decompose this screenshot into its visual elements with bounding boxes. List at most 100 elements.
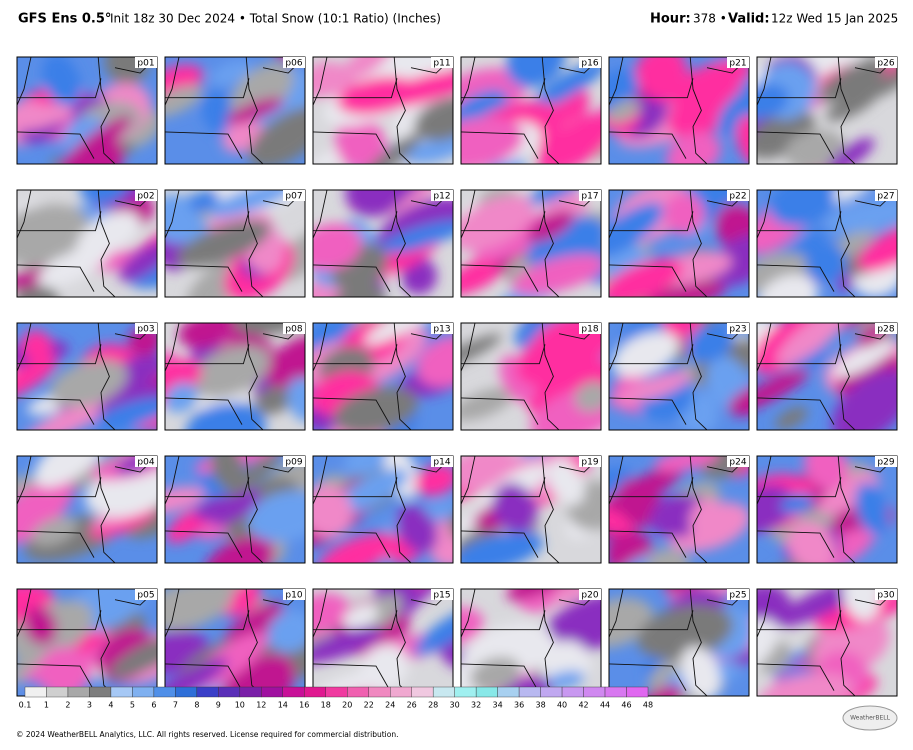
snow-blob (826, 89, 879, 122)
snow-blob (609, 67, 643, 116)
snow-blob (663, 193, 705, 235)
hour-value: 378 • (693, 12, 727, 26)
snow-blob (654, 456, 720, 472)
label-box (135, 589, 157, 600)
snow-blob (609, 99, 641, 123)
state-outline (165, 264, 243, 292)
snow-blob (17, 279, 61, 297)
snow-blobs (757, 589, 897, 696)
label-box (727, 57, 749, 68)
snow-blob (317, 532, 397, 563)
colorbar-label: 8 (194, 701, 199, 710)
panel-label: p03 (137, 325, 154, 335)
colorbar-label: 34 (493, 701, 503, 710)
snow-blob (42, 57, 82, 108)
snow-blob (165, 382, 198, 413)
colorbar-label: 7 (173, 701, 178, 710)
snow-blob (785, 129, 846, 164)
label-box (875, 323, 897, 334)
snow-blob (165, 85, 203, 118)
snow-blob (313, 593, 349, 638)
snow-blob (17, 104, 73, 131)
state-outline (17, 264, 95, 292)
snow-blob (208, 190, 297, 218)
panel-frame (608, 588, 750, 697)
state-outline (609, 190, 624, 239)
snow-blob (530, 59, 601, 110)
state-outline (165, 589, 180, 638)
snow-blob (21, 399, 112, 430)
logo-badge (842, 705, 898, 731)
state-outline (313, 131, 391, 159)
colorbar-label: 30 (450, 701, 460, 710)
label-box (431, 190, 453, 201)
state-outline (757, 78, 842, 99)
colorbar-label: 5 (130, 701, 135, 710)
state-outline (609, 344, 694, 365)
colorbar-swatch (604, 686, 627, 698)
state-outline (165, 78, 250, 99)
snow-field (17, 57, 157, 164)
state-outline (313, 264, 391, 292)
panel-frame (608, 322, 750, 431)
panel-label: p13 (433, 325, 450, 335)
panel-label: p17 (581, 192, 598, 202)
snow-blob (210, 60, 253, 86)
snow-blob (313, 223, 362, 272)
state-outline (757, 264, 835, 292)
snow-field (757, 589, 897, 696)
panel-frame (460, 322, 602, 431)
panel-label: p09 (285, 458, 302, 468)
state-outline (541, 57, 560, 164)
snow-blob (715, 203, 749, 250)
panel-label: p18 (581, 325, 598, 335)
panel-frame (756, 588, 898, 697)
snow-field (609, 323, 749, 430)
snow-blob (757, 369, 810, 413)
map-panel: p01 (16, 56, 158, 165)
snow-blobs (313, 190, 453, 297)
state-outline (757, 397, 835, 425)
state-outline (757, 57, 772, 106)
snow-blobs (165, 456, 305, 563)
snow-blob (854, 482, 889, 536)
snow-blob (824, 197, 897, 233)
snow-field (609, 190, 749, 297)
snow-blobs (313, 57, 453, 164)
colorbar-swatch (175, 686, 198, 698)
snow-blob (21, 330, 53, 363)
snow-blob (313, 61, 345, 98)
snow-blob (757, 83, 790, 120)
snow-blob (31, 517, 78, 546)
snow-blob (461, 89, 509, 141)
state-outline (97, 57, 116, 164)
state-outline (609, 589, 624, 638)
valid-value: 12z Wed 15 Jan 2025 (771, 12, 898, 26)
colorbar-label: 42 (578, 701, 588, 710)
snow-blob (226, 97, 284, 125)
state-outline (17, 323, 32, 372)
colorbar-swatch (540, 686, 563, 698)
snow-blob (414, 464, 453, 497)
snow-blob (165, 589, 234, 631)
panel-frame (756, 322, 898, 431)
state-outline (165, 477, 250, 498)
snow-blob (461, 456, 517, 492)
state-outline (313, 456, 328, 505)
colorbar-label: 40 (557, 701, 567, 710)
state-outline (97, 456, 116, 563)
snow-blob (689, 498, 732, 549)
state-outline (461, 190, 476, 239)
snow-blob (37, 646, 91, 696)
logo: WeatherBELL (850, 715, 891, 722)
snow-blob (527, 210, 575, 243)
label-box (283, 190, 305, 201)
snow-blob (686, 323, 735, 363)
colorbar-label: 9 (216, 701, 221, 710)
state-outline (165, 323, 180, 372)
state-outline (689, 190, 708, 297)
panel-label: p21 (729, 59, 746, 69)
state-outline (17, 78, 102, 99)
snow-blob (857, 224, 897, 272)
state-outline (541, 323, 560, 430)
